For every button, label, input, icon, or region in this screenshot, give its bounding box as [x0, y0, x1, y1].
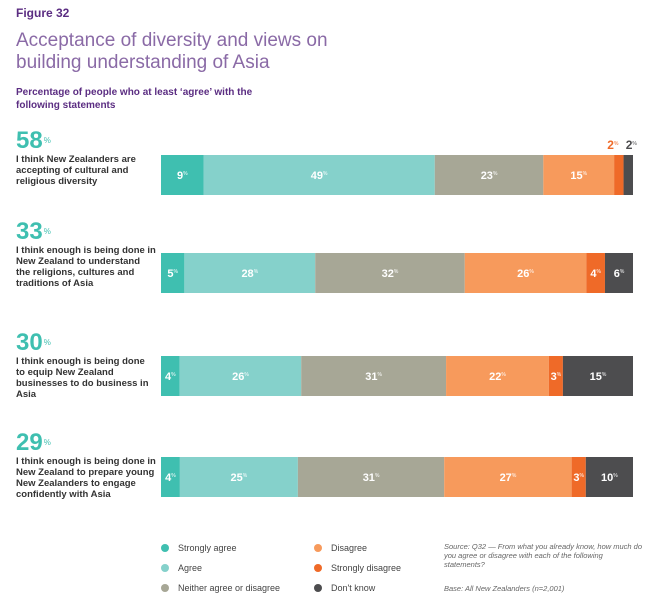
value-label-4-strongly-disagree: 3% [573, 472, 584, 484]
agree-total-2: 33% [16, 218, 51, 245]
bar-1-dont-know [623, 155, 633, 195]
bar-4-strongly-agree [161, 457, 180, 497]
legend-strongly-agree: Strongly agree [161, 543, 237, 553]
statement-4: 29% I think enough is being done in New … [16, 429, 156, 501]
agree-total-4: 29% [16, 429, 51, 456]
legend-dont-know: Don't know [314, 583, 375, 593]
legend-disagree: Disagree [314, 543, 367, 553]
value-label-1-strongly-agree: 9% [177, 170, 188, 182]
bar-4-neither [297, 457, 445, 497]
bar-3-strongly-disagree [548, 356, 563, 396]
chart-title: Acceptance of diversity and views on bui… [16, 30, 328, 73]
value-label-4-strongly-agree: 4% [165, 472, 176, 484]
legend-swatch-icon [314, 584, 322, 592]
bar-2-strongly-agree [161, 253, 185, 293]
bar-3-neither [301, 356, 447, 396]
statement-3-text: I think enough is being done to equip Ne… [16, 356, 149, 400]
agree-total-1: 58% [16, 127, 51, 154]
value-label-2-strongly-disagree: 4% [590, 268, 601, 280]
bar-4-disagree [444, 457, 572, 497]
statement-4-text: I think enough is being done in New Zeal… [16, 456, 156, 500]
legend-swatch-icon [161, 584, 169, 592]
figure-label: Figure 32 [16, 6, 70, 20]
legend-swatch-icon [314, 564, 322, 572]
value-label-3-strongly-agree: 4% [165, 371, 176, 383]
statement-3: 30% I think enough is being done to equi… [16, 329, 156, 401]
value-label-2-strongly-agree: 5% [167, 268, 178, 280]
chart-subtitle: Percentage of people who at least ‘agree… [16, 87, 253, 111]
bar-1-agree [203, 155, 435, 195]
bar-2-neither [315, 253, 465, 293]
value-label-2-dont-know: 6% [614, 268, 625, 280]
bar-4-dont-know [585, 457, 633, 497]
statement-1: 58% I think New Zealanders are accepting… [16, 127, 156, 188]
source-note: Source: Q32 — From what you already know… [444, 542, 643, 569]
bar-1-disagree [543, 155, 615, 195]
base-note: Base: All New Zealanders (n=2,001) [444, 584, 565, 593]
bar-2-dont-know [604, 253, 633, 293]
value-label-1-dont-know: 2% [626, 138, 638, 152]
bar-3-agree [179, 356, 302, 396]
value-label-3-strongly-disagree: 3% [551, 371, 562, 383]
bar-3-strongly-agree [161, 356, 180, 396]
agree-total-3: 30% [16, 329, 51, 356]
legend-neither: Neither agree or disagree [161, 583, 280, 593]
value-label-1-strongly-disagree: 2% [607, 138, 619, 152]
statement-2-text: I think enough is being done in New Zeal… [16, 245, 156, 289]
statement-1-text: I think New Zealanders are accepting of … [16, 154, 136, 187]
legend-swatch-icon [161, 564, 169, 572]
bar-1-neither [434, 155, 544, 195]
statement-2: 33% I think enough is being done in New … [16, 218, 156, 290]
bar-3-disagree [446, 356, 549, 396]
bar-3-dont-know [562, 356, 633, 396]
legend-swatch-icon [161, 544, 169, 552]
bar-2-strongly-disagree [586, 253, 605, 293]
legend-strongly-disagree: Strongly disagree [314, 563, 401, 573]
bar-4-strongly-disagree [571, 457, 586, 497]
bar-2-agree [184, 253, 316, 293]
legend-agree: Agree [161, 563, 202, 573]
bar-1-strongly-disagree [614, 155, 624, 195]
bar-4-agree [179, 457, 298, 497]
bar-2-disagree [464, 253, 587, 293]
bar-1-strongly-agree [161, 155, 204, 195]
legend-swatch-icon [314, 544, 322, 552]
